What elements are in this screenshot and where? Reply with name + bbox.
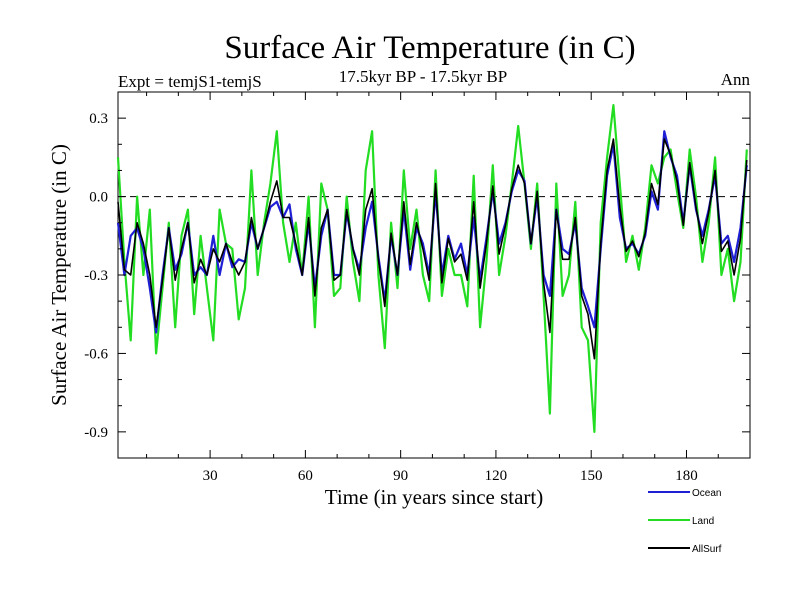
legend-label-ocean: Ocean (692, 488, 721, 499)
series-group (116, 103, 748, 433)
period-label: 17.5kyr BP - 17.5kyr BP (339, 67, 507, 86)
x-tick-label: 120 (485, 468, 508, 484)
x-tick-label: 150 (580, 468, 603, 484)
y-tick-label: -0.9 (84, 425, 108, 441)
legend-label-land: Land (692, 516, 714, 527)
x-tick-label: 60 (298, 468, 313, 484)
y-tick-label: -0.6 (84, 346, 108, 362)
x-axis: 30 60 90 120 150 180 (146, 92, 719, 484)
y-tick-label: 0.3 (89, 111, 108, 127)
experiment-label: Expt = temjS1-temjS (118, 72, 262, 91)
y-axis: 0.3 0.0 -0.3 -0.6 -0.9 (84, 111, 750, 441)
x-tick-label: 180 (675, 468, 698, 484)
legend: Ocean Land AllSurf (648, 488, 722, 555)
x-tick-label: 30 (203, 468, 218, 484)
chart-title: Surface Air Temperature (in C) (224, 30, 635, 66)
y-tick-label: -0.3 (84, 268, 108, 284)
season-label: Ann (721, 70, 751, 89)
legend-label-allsurf: AllSurf (692, 544, 722, 555)
y-tick-label: 0.0 (89, 190, 108, 206)
y-axis-label: Surface Air Temperature (in C) (47, 144, 71, 406)
plot-area (116, 91, 751, 459)
x-tick-label: 90 (393, 468, 408, 484)
x-axis-label: Time (in years since start) (325, 485, 544, 509)
series-line-allsurf (117, 138, 748, 360)
series-line-land (116, 103, 748, 433)
plot-frame (117, 91, 751, 459)
